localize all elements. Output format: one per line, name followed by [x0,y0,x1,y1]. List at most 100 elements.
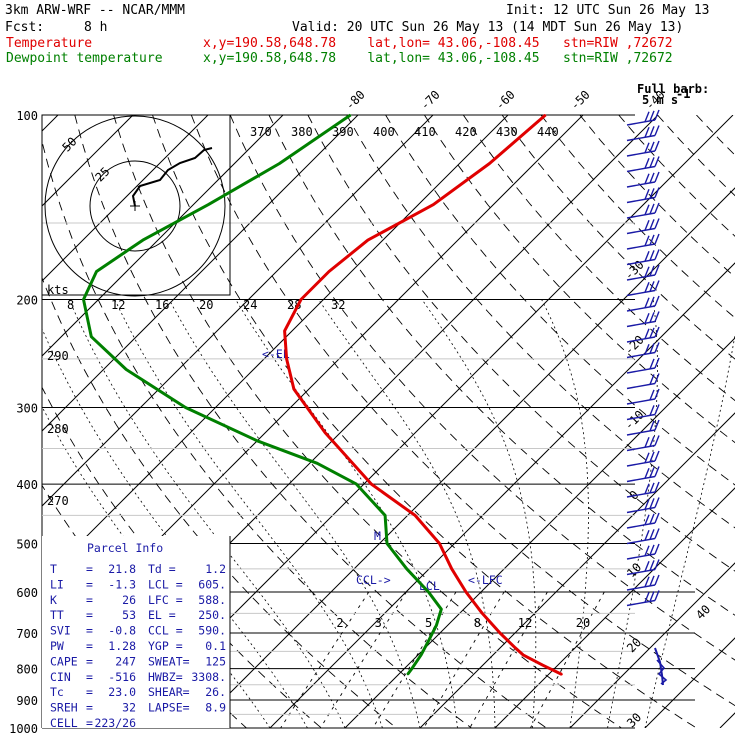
parcel-key2: SHEAR= [148,685,190,699]
wind-barb [626,140,660,157]
temperature-point [328,270,330,273]
theta-label-370: 370 [250,125,272,139]
isotherm--20 [194,187,735,728]
moist-adiabat-15 [235,299,458,728]
parcel-key: K [50,593,57,607]
parcel-eq: = [86,562,93,576]
dewpoint-point [90,335,93,338]
dewpoint-point [95,270,98,273]
wind-barb [626,419,660,436]
pressure-label-500: 500 [16,537,38,551]
wind-barb [626,311,660,328]
parcel-key: PW [50,639,64,653]
theta-label-380: 380 [291,125,313,139]
parcel-eq: = [86,624,93,638]
wind-barb [626,481,660,498]
dry-adiabat-360 [307,115,735,572]
theta-label-400: 400 [373,125,395,139]
wind-barb [626,559,660,576]
temperature-point [522,654,524,656]
dewpoint-point [420,654,422,656]
parcel-key2: EL = [148,608,176,622]
mixing-ratio-line-20 [530,591,605,728]
temperature-point [370,483,373,485]
wind-barb [626,388,660,405]
temperature-point [300,298,302,301]
parcel-value: 1.28 [108,639,136,653]
parcel-key2: CCL = [148,624,183,638]
pressure-label-400: 400 [16,478,38,492]
parcel-info-box: Parcel Info T = 21.8 Td = 1.2 LI = -1.3 LCL = 605.… [42,536,231,730]
parcel-eq: = [86,608,93,622]
dewpoint-point [411,667,413,670]
isotherm-20 [494,487,735,728]
moist-adiabat-40 [644,332,735,728]
theta-label-410: 410 [414,125,436,139]
hodograph-speed-tick-16: 16 [155,298,169,312]
lfc-marker: <-LFC [468,573,503,587]
barb-legend-unit: 5 m s [642,93,678,107]
hodograph-speed-tick-32: 32 [331,298,345,312]
surface-barb-stem [654,647,664,686]
parcel-value2: 26. [205,685,226,699]
parcel-key: T [50,562,57,576]
parcel-key: LI [50,577,64,591]
dewpoint-legend: Dewpoint temperature [6,51,163,66]
dewpoint-point [207,203,210,206]
isotherm--80 [42,115,359,432]
dewpoint-profile [82,113,443,676]
parcel-eq: = [86,654,93,668]
dewpoint-point [405,568,408,570]
dewpoint-point [125,368,127,371]
parcel-value: 26 [122,593,136,607]
hodograph-speed-tick-24: 24 [243,298,257,312]
parcel-value2: 588. [198,593,226,607]
moist-adiabat-35 [607,299,658,728]
temperature-label-10: 10 [624,560,644,580]
parcel-key2: LAPSE= [148,701,190,715]
barb-legend-exponent: -1 [676,87,690,101]
pressure-label-1000: 1000 [9,722,38,736]
mixing-ratio-lines [280,591,605,728]
moist-adiabat-25 [421,299,537,728]
mixing-ratio-label-2: 2 [336,616,343,630]
dewpoint-point [316,462,319,465]
wind-barbs: Full barb:5 m s-1 [626,82,709,686]
isotherm--90 [42,115,284,357]
hodograph-speed-tick-8: 8 [67,298,74,312]
dewpoint-point [256,440,259,442]
temperature-point [450,568,453,570]
theta-label-430: 430 [496,125,518,139]
parcel-eq: = [86,593,93,607]
mixing-ratio-label-8: 8 [474,616,481,630]
parcel-value: 32 [122,701,136,715]
wind-barb [626,171,660,188]
dewpoint-point [440,608,443,610]
temperature-point [438,542,441,545]
dewpoint-point [435,624,438,627]
wind-barb [626,109,660,126]
parcel-value: 53 [122,608,136,622]
temperature-point [414,514,416,517]
parcel-value: -0.8 [108,624,136,638]
dry-adiabat-320 [152,115,697,728]
init-time: Init: 12 UTC Sun 26 May 13 [506,3,710,18]
temperature-point [561,673,563,676]
temperature-label--70: -70 [418,88,443,113]
parcel-value2: 590. [198,624,226,638]
parcel-eq: = [86,716,93,730]
pressure-label-600: 600 [16,586,38,600]
temperature-point [285,358,288,360]
wind-barb [626,574,660,591]
hodograph-kts-label: kts [47,283,69,297]
dry-adiabat-340 [229,115,735,661]
wind-barb [626,357,660,374]
parcel-key2: LCL = [148,577,183,591]
isotherm-0 [344,337,735,728]
wind-barb [626,264,660,281]
parcel-value: 23.0 [108,685,136,699]
wind-barb [626,326,660,343]
wind-barb [626,125,660,142]
parcel-key2: LFC = [148,593,183,607]
